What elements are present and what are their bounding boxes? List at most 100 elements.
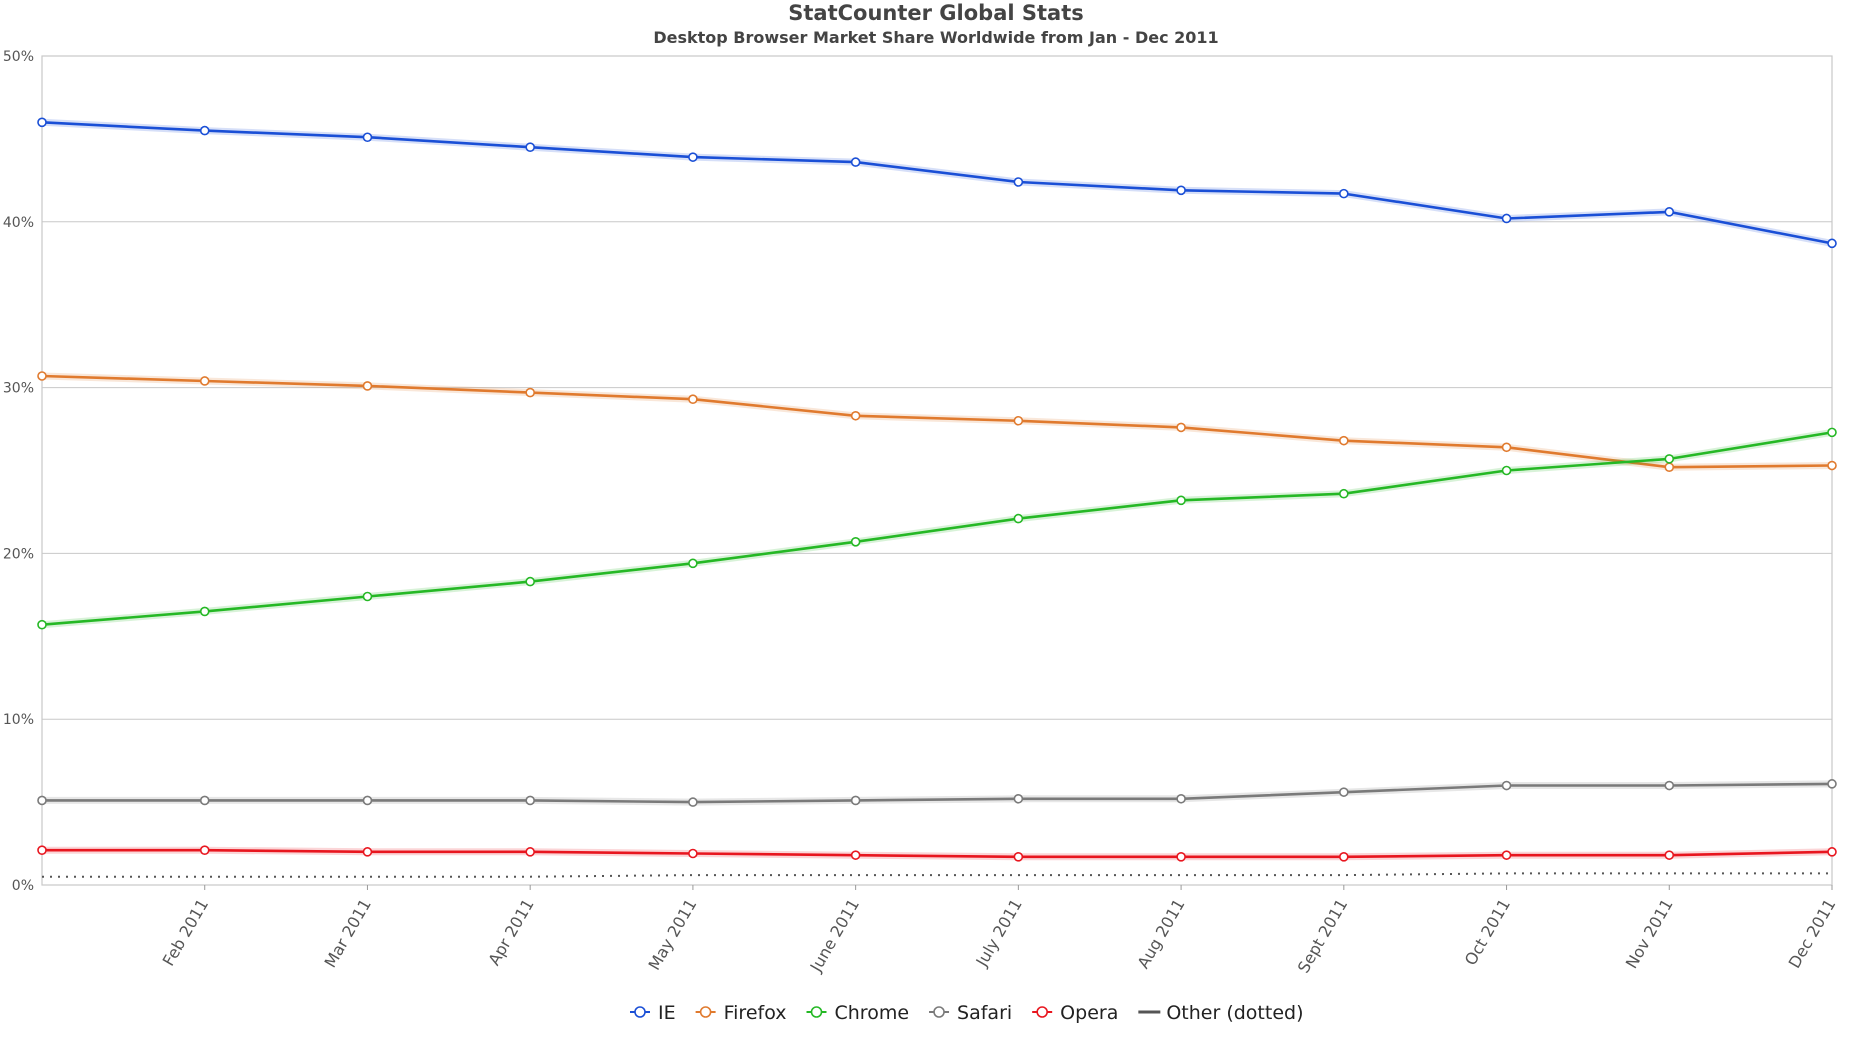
data-point <box>1501 850 1512 860</box>
legend-label: Chrome <box>835 1002 910 1024</box>
y-tick-label: 0% <box>12 878 34 894</box>
legend-marker-icon <box>1036 1006 1048 1018</box>
x-tick-label: Mar 2011 <box>320 896 374 971</box>
y-tick-label: 50% <box>3 49 34 65</box>
series-line-shadow <box>41 428 1833 629</box>
data-point <box>850 795 861 806</box>
data-point <box>1827 779 1837 789</box>
legend-item[interactable]: Opera <box>1032 1002 1118 1024</box>
data-point <box>688 394 698 405</box>
x-tick-label: Nov 2011 <box>1622 896 1677 972</box>
y-tick-label: 30% <box>3 381 34 397</box>
chart-title: StatCounter Global Stats <box>788 1 1084 25</box>
series-line <box>41 431 1833 626</box>
data-point <box>1013 793 1024 804</box>
data-point <box>1827 460 1837 471</box>
data-point <box>1664 462 1675 472</box>
axes <box>41 55 1833 886</box>
y-axis-ticks: 0% 10% 20% 30% 40% 50% <box>3 49 34 894</box>
data-point <box>1664 454 1675 464</box>
series-lines <box>37 117 1837 878</box>
x-tick-label: Feb 2011 <box>159 896 213 970</box>
legend-marker-icon <box>634 1006 646 1018</box>
data-point <box>525 847 535 857</box>
legend-marker-icon <box>933 1006 945 1018</box>
data-point <box>688 558 698 569</box>
data-point <box>1339 787 1349 797</box>
data-point <box>525 576 535 587</box>
data-point <box>1176 793 1186 804</box>
data-point <box>1176 422 1186 433</box>
data-point <box>37 371 47 381</box>
data-point <box>1176 495 1186 506</box>
data-point <box>1501 442 1512 453</box>
series-line-shadow <box>41 118 1833 247</box>
data-point <box>37 117 47 128</box>
data-point <box>362 132 373 143</box>
data-point <box>850 410 861 421</box>
legend-item[interactable]: Other (dotted) <box>1138 1002 1304 1024</box>
data-point <box>688 152 698 162</box>
data-point <box>525 795 535 806</box>
series-line <box>42 782 1833 804</box>
data-point <box>1827 427 1837 438</box>
x-tick-label: Oct 2011 <box>1461 896 1514 969</box>
legend-item[interactable]: Chrome <box>806 1002 910 1024</box>
x-tick-label: Dec 2011 <box>1785 896 1840 972</box>
data-point <box>688 848 698 859</box>
data-point <box>1664 207 1675 217</box>
chart-subtitle: Desktop Browser Market Share Worldwide f… <box>653 28 1218 47</box>
x-tick-label: Aug 2011 <box>1134 896 1189 972</box>
data-point <box>1013 177 1024 187</box>
data-point <box>1339 852 1349 862</box>
legend-label: IE <box>658 1002 676 1024</box>
legend-item[interactable]: Safari <box>929 1002 1012 1024</box>
y-tick-label: 40% <box>3 215 34 231</box>
series-line <box>41 121 1833 245</box>
legend-label: Safari <box>957 1002 1012 1024</box>
data-point <box>37 619 47 630</box>
data-point <box>199 606 210 617</box>
series-ie <box>37 117 1837 249</box>
data-point <box>362 847 373 857</box>
gridlines <box>42 221 1832 720</box>
data-point <box>1827 847 1837 857</box>
series-line <box>41 374 1833 469</box>
legend-label: Other (dotted) <box>1166 1002 1303 1024</box>
data-point <box>1013 415 1024 426</box>
legend-label: Firefox <box>724 1002 787 1024</box>
data-point <box>199 845 210 855</box>
legend-item[interactable]: Firefox <box>695 1002 787 1024</box>
x-axis-ticks: Feb 2011 Mar 2011 Apr 2011 May 2011 June 201… <box>159 885 1840 977</box>
series-safari <box>37 779 1837 807</box>
data-point <box>199 125 210 136</box>
data-point <box>1664 850 1675 860</box>
y-tick-label: 20% <box>3 546 34 562</box>
data-point <box>688 797 698 807</box>
data-point <box>362 381 373 391</box>
legend-item[interactable]: IE <box>630 1002 676 1024</box>
data-point <box>1827 238 1837 249</box>
series-opera <box>37 845 1837 862</box>
data-point <box>850 850 861 860</box>
legend: IE Firefox Chrome Safari Opera Other (dotted) <box>630 1002 1304 1024</box>
x-tick-label: June 2011 <box>806 896 863 976</box>
data-point <box>362 795 373 806</box>
data-point <box>1501 213 1512 224</box>
x-tick-label: Sept 2011 <box>1294 896 1352 977</box>
series-other-dotted <box>42 872 1832 878</box>
x-tick-label: July 2011 <box>972 896 1026 971</box>
data-point <box>1013 513 1024 524</box>
series-line <box>42 848 1833 859</box>
data-point <box>1176 185 1186 196</box>
data-point <box>1339 435 1349 446</box>
data-point <box>1501 780 1512 791</box>
data-point <box>850 157 861 167</box>
legend-marker-icon <box>810 1006 823 1018</box>
legend-label: Opera <box>1060 1002 1118 1024</box>
data-point <box>525 387 535 398</box>
data-point <box>1013 852 1024 862</box>
data-point <box>850 536 861 547</box>
series-firefox <box>37 371 1837 472</box>
